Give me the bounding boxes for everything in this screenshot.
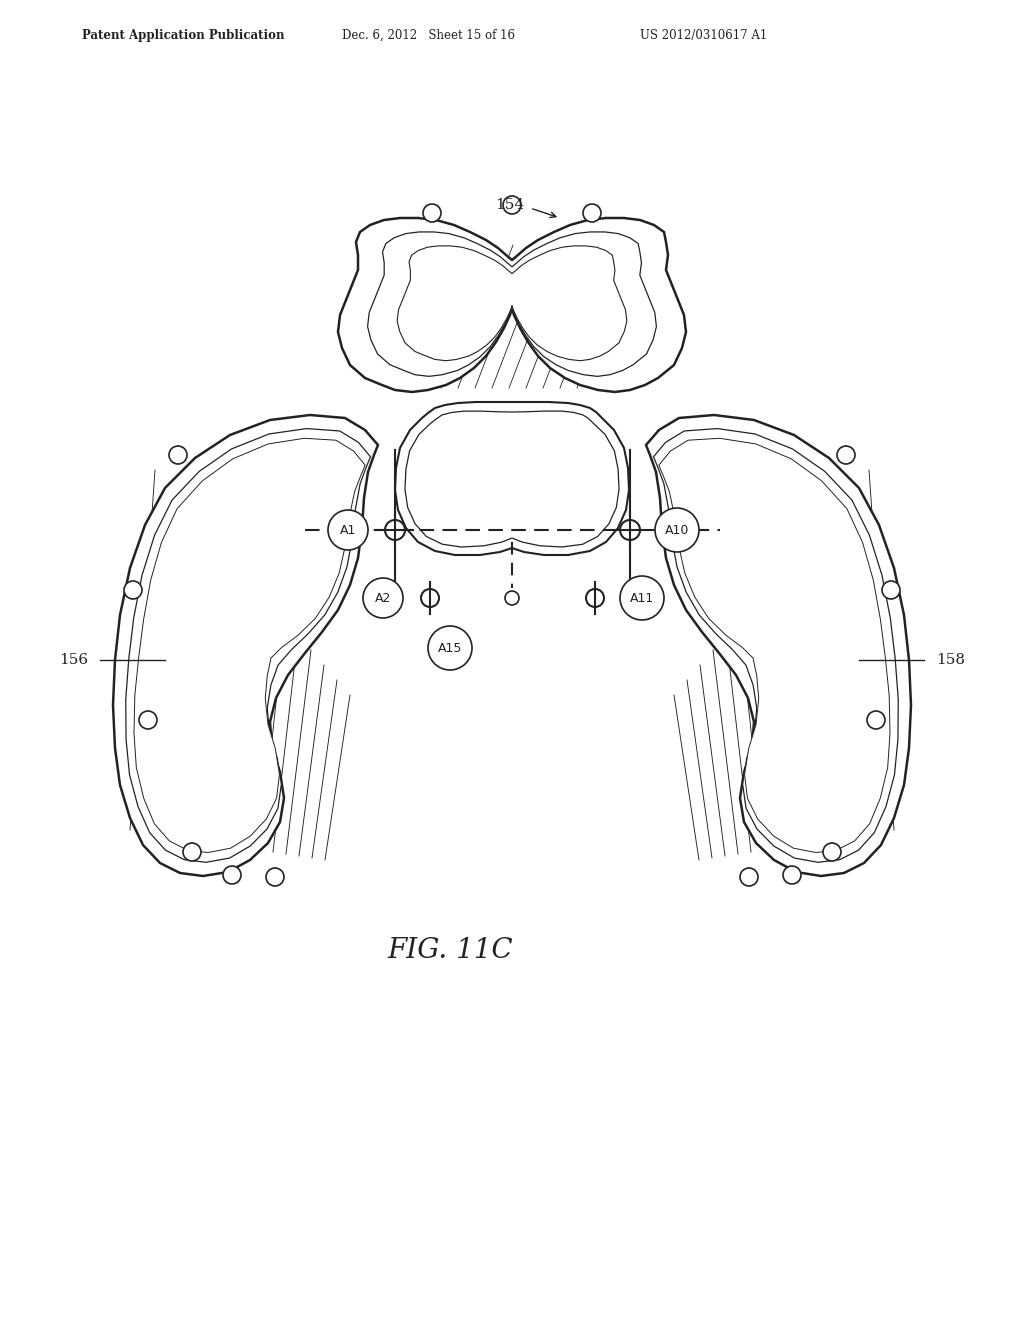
Polygon shape — [126, 429, 371, 862]
Circle shape — [620, 576, 664, 620]
Text: 156: 156 — [58, 653, 88, 667]
Circle shape — [655, 508, 699, 552]
Circle shape — [423, 205, 441, 222]
Circle shape — [421, 589, 439, 607]
Circle shape — [428, 626, 472, 671]
Text: FIG. 11C: FIG. 11C — [387, 936, 513, 964]
Polygon shape — [368, 232, 656, 376]
Text: A15: A15 — [438, 642, 462, 655]
Polygon shape — [113, 414, 378, 876]
Polygon shape — [134, 438, 366, 853]
Text: A10: A10 — [665, 524, 689, 536]
Polygon shape — [395, 403, 629, 554]
Polygon shape — [404, 411, 620, 546]
Text: A2: A2 — [375, 591, 391, 605]
Circle shape — [867, 711, 885, 729]
Circle shape — [505, 591, 519, 605]
Circle shape — [586, 589, 604, 607]
Text: Patent Application Publication: Patent Application Publication — [82, 29, 285, 41]
Circle shape — [620, 520, 640, 540]
Circle shape — [740, 869, 758, 886]
Polygon shape — [338, 218, 686, 392]
Polygon shape — [653, 429, 898, 862]
Circle shape — [139, 711, 157, 729]
Circle shape — [169, 446, 187, 465]
Text: A11: A11 — [630, 591, 654, 605]
Text: 158: 158 — [936, 653, 965, 667]
Text: A1: A1 — [340, 524, 356, 536]
Circle shape — [385, 520, 406, 540]
Circle shape — [783, 866, 801, 884]
Text: 154: 154 — [496, 198, 524, 213]
Circle shape — [328, 510, 368, 550]
Circle shape — [183, 843, 201, 861]
Circle shape — [837, 446, 855, 465]
Text: US 2012/0310617 A1: US 2012/0310617 A1 — [640, 29, 767, 41]
Polygon shape — [646, 414, 911, 876]
Circle shape — [823, 843, 841, 861]
Circle shape — [882, 581, 900, 599]
Text: Dec. 6, 2012   Sheet 15 of 16: Dec. 6, 2012 Sheet 15 of 16 — [342, 29, 515, 41]
Circle shape — [503, 195, 521, 214]
Circle shape — [223, 866, 241, 884]
Circle shape — [124, 581, 142, 599]
Circle shape — [362, 578, 403, 618]
Circle shape — [266, 869, 284, 886]
Circle shape — [583, 205, 601, 222]
Polygon shape — [397, 246, 627, 360]
Polygon shape — [658, 438, 890, 853]
